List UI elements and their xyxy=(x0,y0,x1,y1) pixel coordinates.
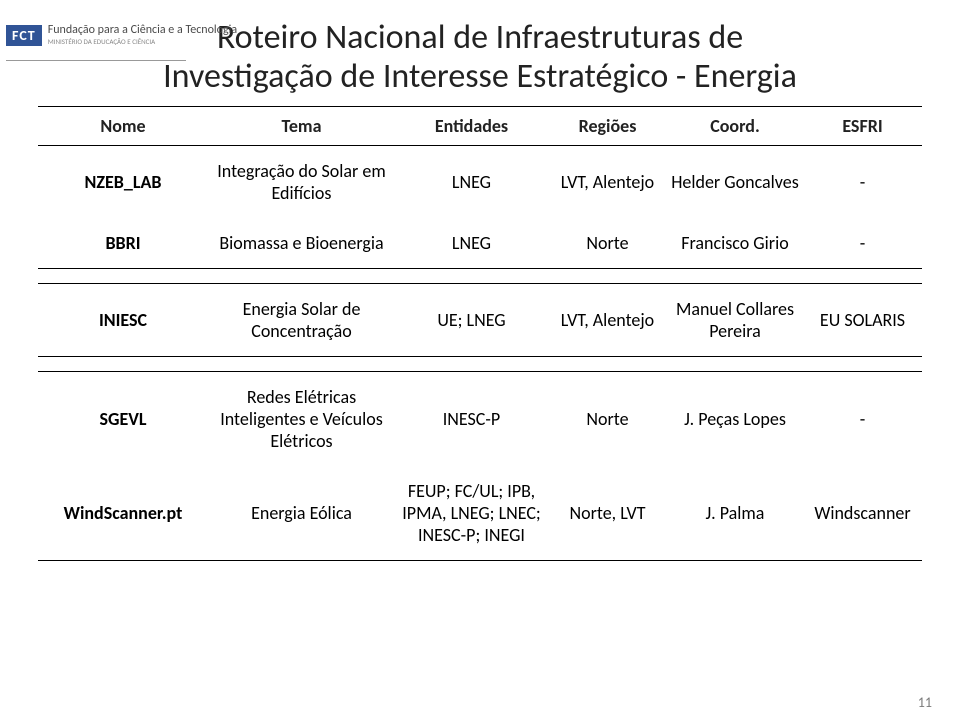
cell-ent: INESC-P xyxy=(395,372,548,467)
th-regioes: Regiões xyxy=(548,107,667,146)
spacer-row xyxy=(38,269,922,284)
table-container: Nome Tema Entidades Regiões Coord. ESFRI… xyxy=(0,106,960,561)
cell-ent: LNEG xyxy=(395,218,548,269)
cell-nome: WindScanner.pt xyxy=(38,466,208,561)
cell-ent: FEUP; FC/UL; IPB, IPMA, LNEG; LNEC; INES… xyxy=(395,466,548,561)
cell-esfri: - xyxy=(803,218,922,269)
cell-nome: SGEVL xyxy=(38,372,208,467)
title-line-1: Roteiro Nacional de Infraestruturas de xyxy=(217,17,743,58)
cell-coord: Manuel Collares Pereira xyxy=(667,284,803,357)
cell-esfri: - xyxy=(803,146,922,219)
table-row: SGEVL Redes Elétricas Inteligentes e Veí… xyxy=(38,372,922,467)
cell-reg: Norte xyxy=(548,218,667,269)
cell-coord: Helder Goncalves xyxy=(667,146,803,219)
cell-reg: Norte, LVT xyxy=(548,466,667,561)
cell-esfri: Windscanner xyxy=(803,466,922,561)
cell-reg: LVT, Alentejo xyxy=(548,146,667,219)
logo-sub: MINISTÉRIO DA EDUCAÇÃO E CIÊNCIA xyxy=(48,37,237,46)
cell-esfri: - xyxy=(803,372,922,467)
cell-esfri: EU SOLARIS xyxy=(803,284,922,357)
th-coord: Coord. xyxy=(667,107,803,146)
table-row: BBRI Biomassa e Bioenergia LNEG Norte Fr… xyxy=(38,218,922,269)
cell-ent: UE; LNEG xyxy=(395,284,548,357)
cell-tema: Energia Eólica xyxy=(208,466,395,561)
th-esfri: ESFRI xyxy=(803,107,922,146)
cell-reg: LVT, Alentejo xyxy=(548,284,667,357)
cell-ent: LNEG xyxy=(395,146,548,219)
cell-nome: NZEB_LAB xyxy=(38,146,208,219)
table-row: NZEB_LAB Integração do Solar em Edifício… xyxy=(38,146,922,219)
logo-name: Fundação para a Ciência e a Tecnologia xyxy=(48,24,237,37)
table-row: INIESC Energia Solar de Concentração UE;… xyxy=(38,284,922,357)
table-header-row: Nome Tema Entidades Regiões Coord. ESFRI xyxy=(38,107,922,146)
page-number: 11 xyxy=(918,694,932,711)
cell-coord: J. Palma xyxy=(667,466,803,561)
logo-rule xyxy=(6,60,186,61)
cell-tema: Redes Elétricas Inteligentes e Veículos … xyxy=(208,372,395,467)
cell-coord: J. Peças Lopes xyxy=(667,372,803,467)
th-tema: Tema xyxy=(208,107,395,146)
th-nome: Nome xyxy=(38,107,208,146)
title-line-2: Investigação de Interesse Estratégico - … xyxy=(163,56,797,97)
cell-tema: Integração do Solar em Edifícios xyxy=(208,146,395,219)
cell-coord: Francisco Girio xyxy=(667,218,803,269)
cell-nome: BBRI xyxy=(38,218,208,269)
cell-tema: Energia Solar de Concentração xyxy=(208,284,395,357)
cell-nome: INIESC xyxy=(38,284,208,357)
th-entidades: Entidades xyxy=(395,107,548,146)
logo-abbr: FCT xyxy=(6,25,42,46)
cell-reg: Norte xyxy=(548,372,667,467)
logo: FCT Fundação para a Ciência e a Tecnolog… xyxy=(6,24,237,46)
spacer-row xyxy=(38,357,922,372)
table-row: WindScanner.pt Energia Eólica FEUP; FC/U… xyxy=(38,466,922,561)
cell-tema: Biomassa e Bioenergia xyxy=(208,218,395,269)
data-table: Nome Tema Entidades Regiões Coord. ESFRI… xyxy=(38,106,922,561)
